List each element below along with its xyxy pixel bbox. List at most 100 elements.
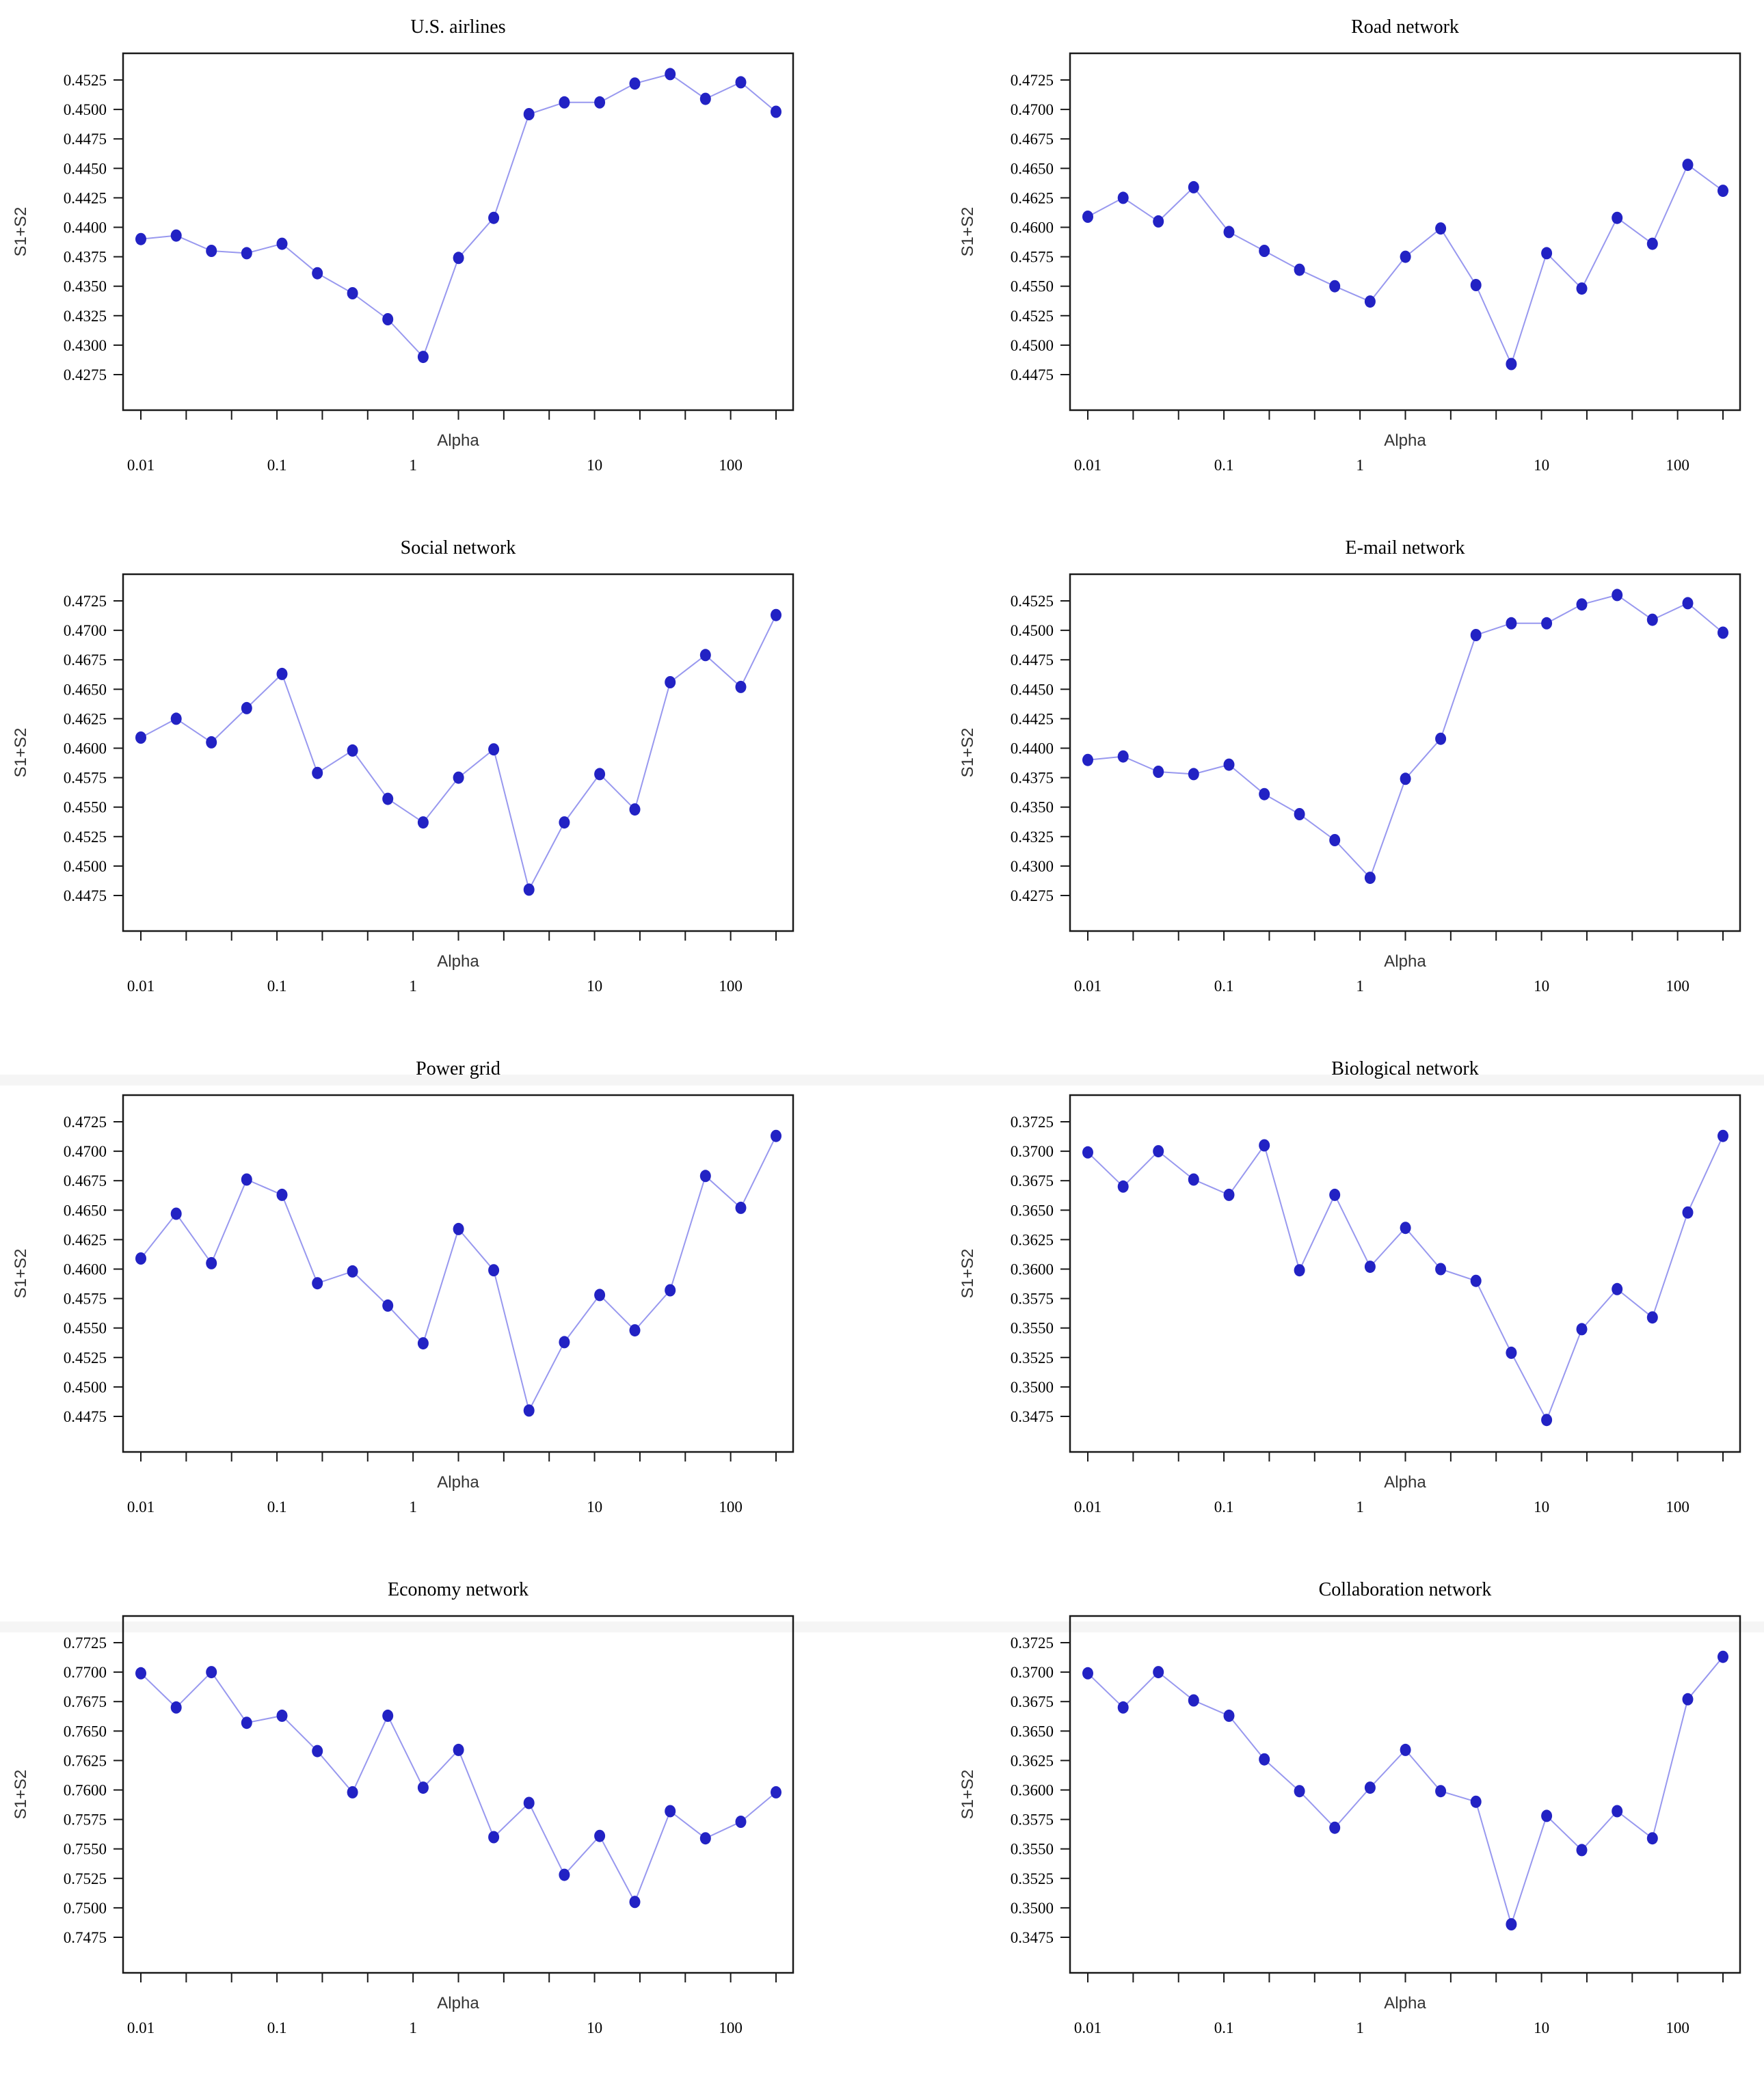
data-point bbox=[1400, 1222, 1411, 1235]
y-tick-label: 0.4550 bbox=[64, 1320, 107, 1337]
y-tick-label: 0.7575 bbox=[64, 1812, 107, 1829]
y-tick-label: 0.4500 bbox=[64, 858, 107, 875]
x-tick-label: 1 bbox=[409, 2019, 417, 2036]
y-tick-label: 0.4525 bbox=[64, 72, 107, 89]
data-point bbox=[206, 736, 217, 749]
x-tick-label: 10 bbox=[1534, 978, 1549, 995]
data-point bbox=[1470, 629, 1482, 641]
data-point bbox=[1646, 1832, 1658, 1845]
y-tick-label: 0.4675 bbox=[64, 651, 107, 669]
data-point bbox=[1259, 1139, 1270, 1152]
data-point bbox=[559, 816, 570, 829]
data-point bbox=[665, 68, 676, 81]
data-point bbox=[1506, 1918, 1517, 1930]
data-point bbox=[382, 1709, 394, 1722]
y-tick-label: 0.4525 bbox=[64, 829, 107, 846]
data-point bbox=[1294, 1785, 1305, 1798]
series-line bbox=[140, 615, 777, 891]
data-point bbox=[312, 1745, 323, 1758]
y-tick-label: 0.4625 bbox=[64, 710, 107, 727]
chart-svg: Biological network 0.3475 0.3500 0.3525 0.35… bbox=[959, 1058, 1741, 1516]
data-point bbox=[771, 1129, 781, 1142]
data-point bbox=[170, 712, 182, 725]
data-point bbox=[206, 1256, 217, 1269]
y-tick-label: 0.4575 bbox=[64, 770, 107, 787]
y-axis-label: S1+S2 bbox=[959, 1249, 977, 1299]
data-point bbox=[1364, 872, 1376, 885]
series-line bbox=[1087, 1656, 1724, 1925]
data-point bbox=[1612, 211, 1623, 224]
data-point bbox=[276, 1188, 288, 1201]
y-tick-label: 0.4450 bbox=[64, 160, 107, 177]
y-tick-label: 0.4625 bbox=[64, 1231, 107, 1248]
data-point bbox=[1153, 1666, 1164, 1679]
data-point bbox=[1364, 1781, 1376, 1794]
y-tick-label: 0.4500 bbox=[1011, 337, 1054, 354]
data-point bbox=[417, 1781, 429, 1794]
y-tick-label: 0.4550 bbox=[64, 799, 107, 816]
data-point bbox=[735, 1201, 747, 1214]
data-point bbox=[312, 766, 323, 779]
y-tick-label: 0.4500 bbox=[64, 101, 107, 118]
y-tick-label: 0.4350 bbox=[64, 278, 107, 295]
data-point bbox=[1117, 191, 1129, 204]
y-tick-label: 0.3650 bbox=[1011, 1202, 1054, 1219]
data-point bbox=[488, 1264, 500, 1277]
chart-svg: Power grid 0.4475 0.4500 0.4525 0.4550 0.4575… bbox=[12, 1058, 794, 1516]
plot-box bbox=[1069, 1094, 1741, 1453]
data-point bbox=[1506, 617, 1517, 630]
data-point bbox=[488, 1831, 500, 1844]
y-tick-label: 0.4475 bbox=[1011, 366, 1054, 383]
y-tick-label: 0.4375 bbox=[64, 249, 107, 266]
data-point bbox=[594, 768, 606, 781]
series-line bbox=[140, 73, 777, 358]
x-tick-label: 0.01 bbox=[127, 2019, 155, 2036]
y-tick-label: 0.7600 bbox=[64, 1782, 107, 1799]
data-point bbox=[1082, 753, 1093, 766]
y-tick-label: 0.4425 bbox=[64, 189, 107, 206]
data-point bbox=[1682, 1693, 1694, 1706]
x-tick-label: 10 bbox=[587, 978, 602, 995]
y-tick-label: 0.3525 bbox=[1011, 1349, 1054, 1366]
chart-title: Road network bbox=[1351, 16, 1459, 38]
x-tick-label: 1 bbox=[1356, 457, 1364, 474]
y-tick-label: 0.4450 bbox=[1011, 681, 1054, 698]
data-point bbox=[1188, 1173, 1199, 1186]
x-tick-label: 100 bbox=[1666, 457, 1689, 474]
data-point bbox=[1541, 1414, 1553, 1427]
data-point bbox=[1612, 1805, 1623, 1818]
x-tick-label: 10 bbox=[1534, 2019, 1549, 2036]
data-point bbox=[1259, 1753, 1270, 1766]
y-tick-label: 0.7700 bbox=[64, 1664, 107, 1681]
y-tick-label: 0.3725 bbox=[1011, 1114, 1054, 1131]
data-point bbox=[1470, 1795, 1482, 1808]
data-point bbox=[1259, 787, 1270, 800]
x-tick-label: 1 bbox=[1356, 978, 1364, 995]
data-point bbox=[206, 1666, 217, 1679]
y-tick-label: 0.4325 bbox=[64, 308, 107, 325]
data-point bbox=[347, 1786, 358, 1799]
chart-title: E-mail network bbox=[1346, 537, 1465, 558]
x-tick-label: 1 bbox=[409, 1498, 417, 1516]
x-tick-label: 0.1 bbox=[267, 978, 287, 995]
series-line bbox=[1087, 1135, 1724, 1421]
y-tick-label: 0.4275 bbox=[1011, 887, 1054, 904]
data-point bbox=[1646, 237, 1658, 250]
chart-panel-collaboration-network: Collaboration network 0.3475 0.3500 0.3525 0… bbox=[882, 1563, 1764, 2084]
data-point bbox=[488, 211, 500, 224]
y-tick-label: 0.7500 bbox=[64, 1900, 107, 1917]
y-tick-label: 0.3650 bbox=[1011, 1723, 1054, 1740]
y-tick-label: 0.3625 bbox=[1011, 1752, 1054, 1769]
data-point bbox=[1329, 1188, 1341, 1201]
chart-panel-biological-network: Biological network 0.3475 0.3500 0.3525 0.35… bbox=[882, 1042, 1764, 1563]
data-point bbox=[735, 1816, 747, 1828]
x-axis-label: Alpha bbox=[1384, 1473, 1426, 1492]
x-tick-label: 10 bbox=[587, 457, 602, 474]
x-tick-label: 0.1 bbox=[267, 1498, 287, 1516]
data-point bbox=[453, 1222, 464, 1235]
data-point bbox=[417, 1337, 429, 1350]
data-point bbox=[559, 1868, 570, 1881]
y-tick-label: 0.7725 bbox=[64, 1634, 107, 1652]
y-tick-label: 0.3600 bbox=[1011, 1261, 1054, 1278]
